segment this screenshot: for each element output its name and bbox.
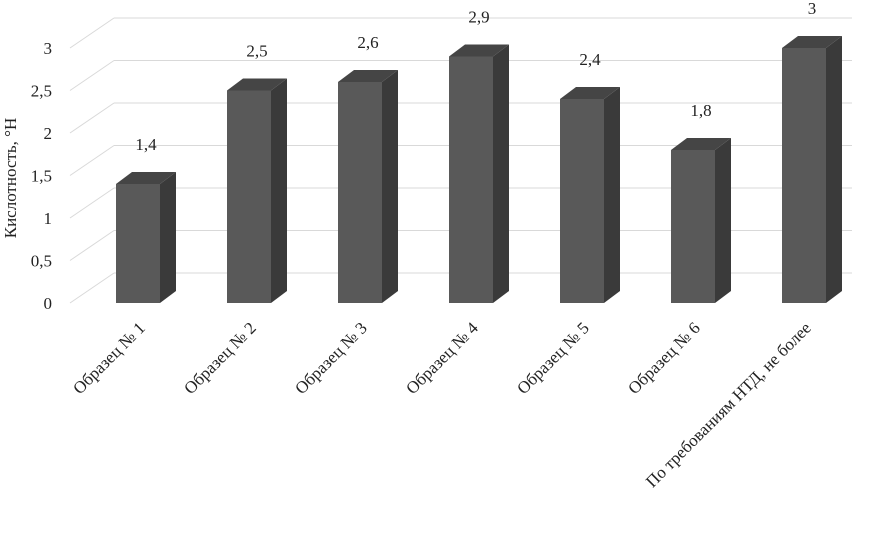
gridline-diagonal — [69, 60, 115, 91]
bar-top — [560, 87, 620, 99]
bar — [227, 90, 271, 303]
bar-side — [160, 172, 176, 303]
x-tick-label: Образец № 4 — [402, 318, 482, 398]
bar — [782, 48, 826, 303]
x-tick-label: Образец № 3 — [291, 318, 371, 398]
y-tick-label: 3 — [44, 39, 53, 58]
bar-side — [271, 78, 287, 303]
data-label: 3 — [808, 0, 817, 18]
bar — [560, 99, 604, 303]
x-tick-label: Образец № 5 — [513, 318, 593, 398]
bar — [449, 56, 493, 303]
bar-side — [382, 70, 398, 303]
bar — [116, 184, 160, 303]
y-tick-label: 0,5 — [31, 252, 52, 271]
x-tick-label: Образец № 6 — [624, 318, 704, 398]
y-tick-label: 2 — [44, 124, 53, 143]
gridline-diagonal — [69, 102, 115, 134]
y-tick-label: 0 — [44, 294, 53, 313]
bar-top — [338, 70, 398, 82]
bar-side — [826, 36, 842, 303]
data-label: 2,5 — [246, 42, 267, 61]
bar-top — [671, 138, 731, 150]
bar — [671, 150, 715, 303]
y-axis-title: Кислотность, °Н — [1, 118, 20, 239]
bar-top — [227, 78, 287, 91]
bar — [338, 82, 382, 303]
data-label: 1,8 — [690, 101, 711, 120]
data-label: 2,4 — [579, 50, 601, 69]
data-labels: 1,4 2,5 2,6 2,9 2,4 1,8 3 — [135, 0, 816, 154]
bar-top — [782, 36, 842, 48]
bar-top — [116, 172, 176, 184]
gridline-diagonal — [69, 230, 115, 261]
y-tick-label: 1 — [44, 209, 53, 228]
data-label: 2,6 — [357, 33, 378, 52]
x-tick-label: Образец № 2 — [180, 318, 260, 398]
gridline-diagonal — [69, 272, 115, 304]
bar-top — [449, 44, 509, 57]
gridline-diagonal — [69, 187, 115, 219]
data-label: 2,9 — [468, 8, 489, 27]
gridline-diagonal — [69, 17, 115, 49]
gridline-diagonal — [69, 145, 115, 176]
bar-side — [715, 138, 731, 303]
y-tick-label: 2,5 — [31, 82, 52, 101]
y-axis-ticks: 0 0,5 1 1,5 2 2,5 3 — [31, 39, 52, 313]
bar-side — [604, 87, 620, 303]
x-tick-label: Образец № 1 — [69, 318, 149, 398]
y-tick-label: 1,5 — [31, 167, 52, 186]
data-label: 1,4 — [135, 135, 157, 154]
bar-side — [493, 44, 509, 303]
x-axis-ticks: Образец № 1 Образец № 2 Образец № 3 Образец… — [69, 318, 815, 491]
bars — [116, 36, 842, 303]
